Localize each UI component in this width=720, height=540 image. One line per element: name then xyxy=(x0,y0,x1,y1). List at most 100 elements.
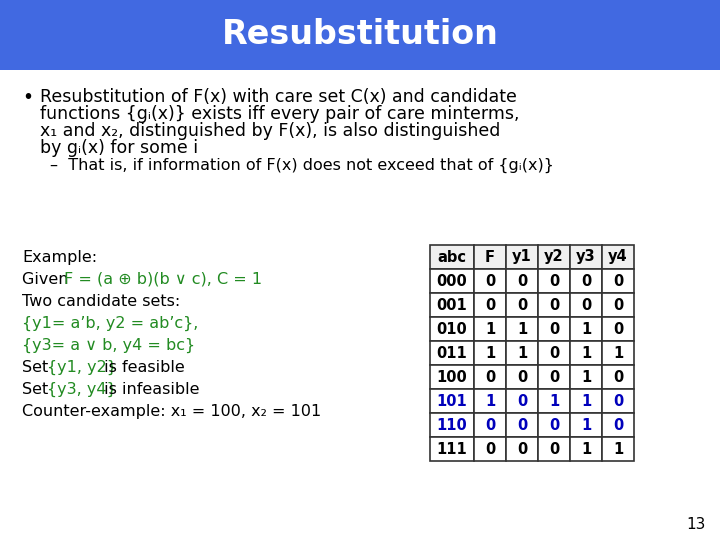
Text: 0: 0 xyxy=(549,321,559,336)
Text: Two candidate sets:: Two candidate sets: xyxy=(22,294,180,309)
Text: 0: 0 xyxy=(613,394,623,408)
Text: 1: 1 xyxy=(581,346,591,361)
Text: 0: 0 xyxy=(613,298,623,313)
Text: 0: 0 xyxy=(581,273,591,288)
Text: –  That is, if information of F(x) does not exceed that of {gᵢ(x)}: – That is, if information of F(x) does n… xyxy=(50,158,554,173)
Bar xyxy=(538,293,570,317)
Text: F = (a ⊕ b)(b ∨ c), C = 1: F = (a ⊕ b)(b ∨ c), C = 1 xyxy=(64,272,262,287)
Bar xyxy=(506,269,538,293)
Text: 111: 111 xyxy=(436,442,467,456)
Bar xyxy=(474,245,506,269)
Bar xyxy=(602,245,634,269)
Text: is infeasible: is infeasible xyxy=(99,382,199,397)
Bar xyxy=(570,293,602,317)
Text: is feasible: is feasible xyxy=(99,360,185,375)
Text: 0: 0 xyxy=(613,417,623,433)
Text: functions {gᵢ(x)} exists iff every pair of care minterms,: functions {gᵢ(x)} exists iff every pair … xyxy=(40,105,520,123)
Text: 0: 0 xyxy=(517,394,527,408)
Bar xyxy=(538,365,570,389)
Bar xyxy=(570,389,602,413)
Text: 0: 0 xyxy=(549,369,559,384)
Text: 0: 0 xyxy=(517,442,527,456)
Text: abc: abc xyxy=(438,249,467,265)
Text: {y1, y2}: {y1, y2} xyxy=(47,360,117,375)
Text: Set: Set xyxy=(22,360,53,375)
Bar xyxy=(538,437,570,461)
Bar xyxy=(430,413,474,437)
Text: 0: 0 xyxy=(549,442,559,456)
Text: Given: Given xyxy=(22,272,73,287)
Text: 1: 1 xyxy=(581,442,591,456)
Text: 13: 13 xyxy=(687,517,706,532)
Bar xyxy=(570,365,602,389)
Bar xyxy=(570,437,602,461)
Bar xyxy=(602,389,634,413)
Bar xyxy=(506,245,538,269)
Bar xyxy=(602,269,634,293)
Text: y2: y2 xyxy=(544,249,564,265)
Text: 001: 001 xyxy=(436,298,467,313)
Bar xyxy=(474,413,506,437)
Text: 0: 0 xyxy=(517,273,527,288)
Text: y3: y3 xyxy=(576,249,596,265)
Bar xyxy=(430,269,474,293)
Text: 100: 100 xyxy=(436,369,467,384)
Text: Example:: Example: xyxy=(22,250,97,265)
Text: 0: 0 xyxy=(581,298,591,313)
Bar xyxy=(430,437,474,461)
Text: 010: 010 xyxy=(436,321,467,336)
Bar xyxy=(538,269,570,293)
Text: 0: 0 xyxy=(613,273,623,288)
Text: 0: 0 xyxy=(485,442,495,456)
Text: 110: 110 xyxy=(436,417,467,433)
Bar xyxy=(506,341,538,365)
Bar xyxy=(474,293,506,317)
Text: 011: 011 xyxy=(436,346,467,361)
Bar xyxy=(430,317,474,341)
Text: 1: 1 xyxy=(581,417,591,433)
Text: 1: 1 xyxy=(581,321,591,336)
Bar xyxy=(602,365,634,389)
Text: 0: 0 xyxy=(517,369,527,384)
Text: 1: 1 xyxy=(517,321,527,336)
Bar xyxy=(538,317,570,341)
Text: 0: 0 xyxy=(549,298,559,313)
Bar xyxy=(570,341,602,365)
Text: {y1= a’b, y2 = ab’c},: {y1= a’b, y2 = ab’c}, xyxy=(22,316,199,331)
Text: 1: 1 xyxy=(485,394,495,408)
Text: {y3= a ∨ b, y4 = bc}: {y3= a ∨ b, y4 = bc} xyxy=(22,338,195,353)
Text: 0: 0 xyxy=(485,273,495,288)
Text: 1: 1 xyxy=(517,346,527,361)
Text: 0: 0 xyxy=(485,369,495,384)
Text: 101: 101 xyxy=(436,394,467,408)
Bar xyxy=(570,317,602,341)
Text: 1: 1 xyxy=(581,369,591,384)
Bar xyxy=(430,245,474,269)
Text: 0: 0 xyxy=(517,417,527,433)
Text: y4: y4 xyxy=(608,249,628,265)
Text: by gᵢ(x) for some i: by gᵢ(x) for some i xyxy=(40,139,198,157)
Bar xyxy=(506,437,538,461)
Bar xyxy=(430,341,474,365)
Text: 1: 1 xyxy=(613,442,623,456)
Bar xyxy=(538,389,570,413)
Text: 0: 0 xyxy=(613,369,623,384)
Text: 1: 1 xyxy=(485,321,495,336)
Bar xyxy=(602,317,634,341)
Text: 000: 000 xyxy=(436,273,467,288)
Text: 0: 0 xyxy=(613,321,623,336)
Bar xyxy=(474,269,506,293)
Bar xyxy=(506,317,538,341)
Bar xyxy=(430,293,474,317)
Bar xyxy=(506,365,538,389)
Text: Counter-example: x₁ = 100, x₂ = 101: Counter-example: x₁ = 100, x₂ = 101 xyxy=(22,404,321,419)
Bar xyxy=(474,317,506,341)
Text: x₁ and x₂, distinguished by F(x), is also distinguished: x₁ and x₂, distinguished by F(x), is als… xyxy=(40,122,500,140)
Bar xyxy=(570,413,602,437)
Bar xyxy=(570,269,602,293)
Bar xyxy=(430,389,474,413)
Bar xyxy=(474,365,506,389)
Bar xyxy=(602,341,634,365)
Text: 0: 0 xyxy=(549,273,559,288)
Bar xyxy=(506,389,538,413)
